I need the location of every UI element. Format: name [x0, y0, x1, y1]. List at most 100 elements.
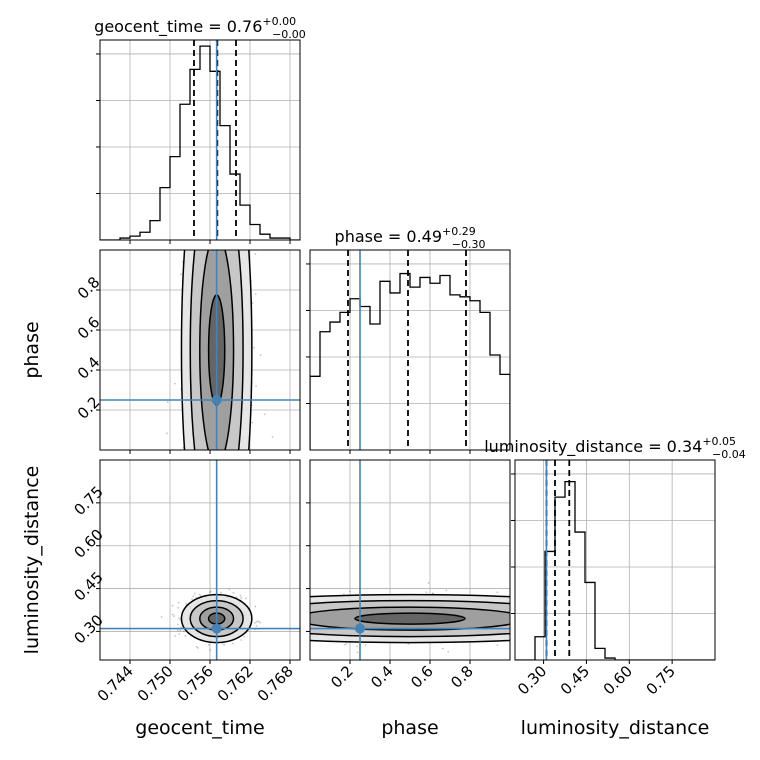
title-plus: +0.00 — [262, 15, 296, 28]
sample-point — [239, 594, 242, 597]
sample-point — [356, 651, 359, 654]
sample-point — [254, 293, 257, 295]
title-prefix: luminosity_distance = 0.34 — [484, 437, 702, 457]
sample-point — [243, 635, 246, 638]
title-prefix: phase = 0.49 — [335, 227, 442, 246]
histogram-luminosity_distance — [515, 480, 715, 660]
truth-marker — [211, 623, 222, 634]
truth-marker — [355, 623, 365, 634]
sample-point — [232, 642, 234, 645]
title-geocent_time: geocent_time = 0.76+0.00 −0.00 — [94, 15, 306, 41]
sample-point — [356, 645, 358, 648]
sample-point — [254, 621, 257, 624]
panel-frame — [514, 459, 716, 661]
sample-point — [427, 582, 430, 584]
xtick-label: 0.756 — [174, 662, 217, 705]
sample-point — [194, 592, 196, 595]
sample-point — [271, 436, 274, 438]
sample-point — [255, 385, 258, 387]
panel-frame — [99, 249, 301, 451]
xtick-label: 0.6 — [407, 662, 437, 692]
sample-point — [171, 613, 174, 616]
title-minus: −0.04 — [712, 448, 746, 461]
ytick-label: 0.60 — [71, 525, 107, 561]
yaxis-label-phase: phase — [21, 321, 43, 378]
xtick-label: 0.30 — [514, 662, 550, 698]
sample-point — [209, 649, 211, 651]
sample-point — [208, 643, 210, 646]
sample-point — [240, 639, 243, 641]
density-contour — [354, 612, 466, 625]
ytick-label: 0.6 — [74, 313, 104, 343]
sample-point — [232, 591, 235, 594]
sample-point — [176, 629, 179, 632]
xtick-label: 0.762 — [214, 662, 257, 705]
sample-point — [253, 346, 255, 349]
histogram-phase — [310, 272, 510, 450]
sample-point — [191, 598, 194, 601]
ytick-label: 0.30 — [71, 611, 107, 647]
title-luminosity_distance: luminosity_distance = 0.34+0.05 −0.04 — [484, 435, 746, 461]
sample-point — [447, 650, 450, 653]
yaxis-label-luminosity_distance: luminosity_distance — [21, 466, 43, 655]
title-plus: +0.29 — [442, 225, 476, 238]
panel-frame — [99, 459, 301, 661]
xtick-label: 0.4 — [367, 662, 397, 692]
scatter-panel-geocent_time-luminosity_distance — [99, 459, 301, 661]
sample-point — [496, 591, 499, 594]
title-plus: +0.05 — [702, 435, 736, 448]
xtick-label: 0.750 — [134, 662, 177, 705]
sample-point — [259, 621, 262, 624]
sample-point — [257, 620, 260, 623]
title-minus: −0.30 — [452, 238, 486, 251]
sample-point — [407, 643, 410, 645]
sample-point — [173, 615, 175, 618]
sample-point — [245, 597, 247, 600]
sample-point — [240, 597, 243, 599]
hist-panel-geocent_time: geocent_time = 0.76+0.00 −0.00 — [94, 15, 306, 241]
sample-point — [223, 643, 225, 646]
sample-point — [425, 591, 428, 594]
scatter-panel-phase-luminosity_distance — [309, 459, 511, 661]
density-contour — [310, 593, 510, 644]
sample-point — [255, 624, 258, 627]
sample-point — [345, 642, 348, 645]
sample-point — [496, 644, 499, 646]
sample-point — [220, 591, 222, 594]
density-contour — [310, 599, 510, 638]
sample-point — [192, 595, 195, 598]
sample-point — [178, 617, 180, 620]
xtick-label: 0.744 — [94, 662, 137, 705]
sample-point — [166, 432, 168, 435]
panel-frame — [309, 459, 511, 661]
panel-content — [100, 460, 300, 660]
ytick-label: 0.2 — [74, 393, 104, 423]
title-phase: phase = 0.49+0.29 −0.30 — [335, 225, 486, 251]
panel-frame — [309, 249, 511, 451]
density-contour — [189, 250, 244, 450]
sample-point — [195, 645, 198, 648]
xtick-label: 0.45 — [557, 662, 593, 698]
sample-point — [254, 252, 257, 255]
sample-point — [209, 590, 212, 593]
sample-point — [180, 273, 182, 276]
sample-point — [254, 605, 257, 608]
density-contour — [199, 250, 235, 450]
panels-layer: geocent_time = 0.76+0.00 −0.00 phase = 0.4… — [21, 15, 746, 739]
sample-point — [208, 591, 211, 594]
sample-point — [177, 623, 179, 626]
sample-point — [166, 401, 169, 403]
sample-point — [349, 590, 351, 593]
sample-point — [251, 302, 254, 305]
sample-point — [178, 632, 181, 635]
sample-point — [177, 601, 180, 604]
scatter-panel-geocent_time-phase — [99, 249, 301, 451]
density-contour — [180, 250, 253, 450]
sample-point — [251, 421, 254, 424]
sample-point — [171, 604, 174, 607]
xtick-label: 0.8 — [447, 662, 477, 692]
sample-point — [343, 643, 346, 646]
ytick-label: 0.8 — [74, 273, 104, 303]
sample-point — [263, 413, 266, 416]
